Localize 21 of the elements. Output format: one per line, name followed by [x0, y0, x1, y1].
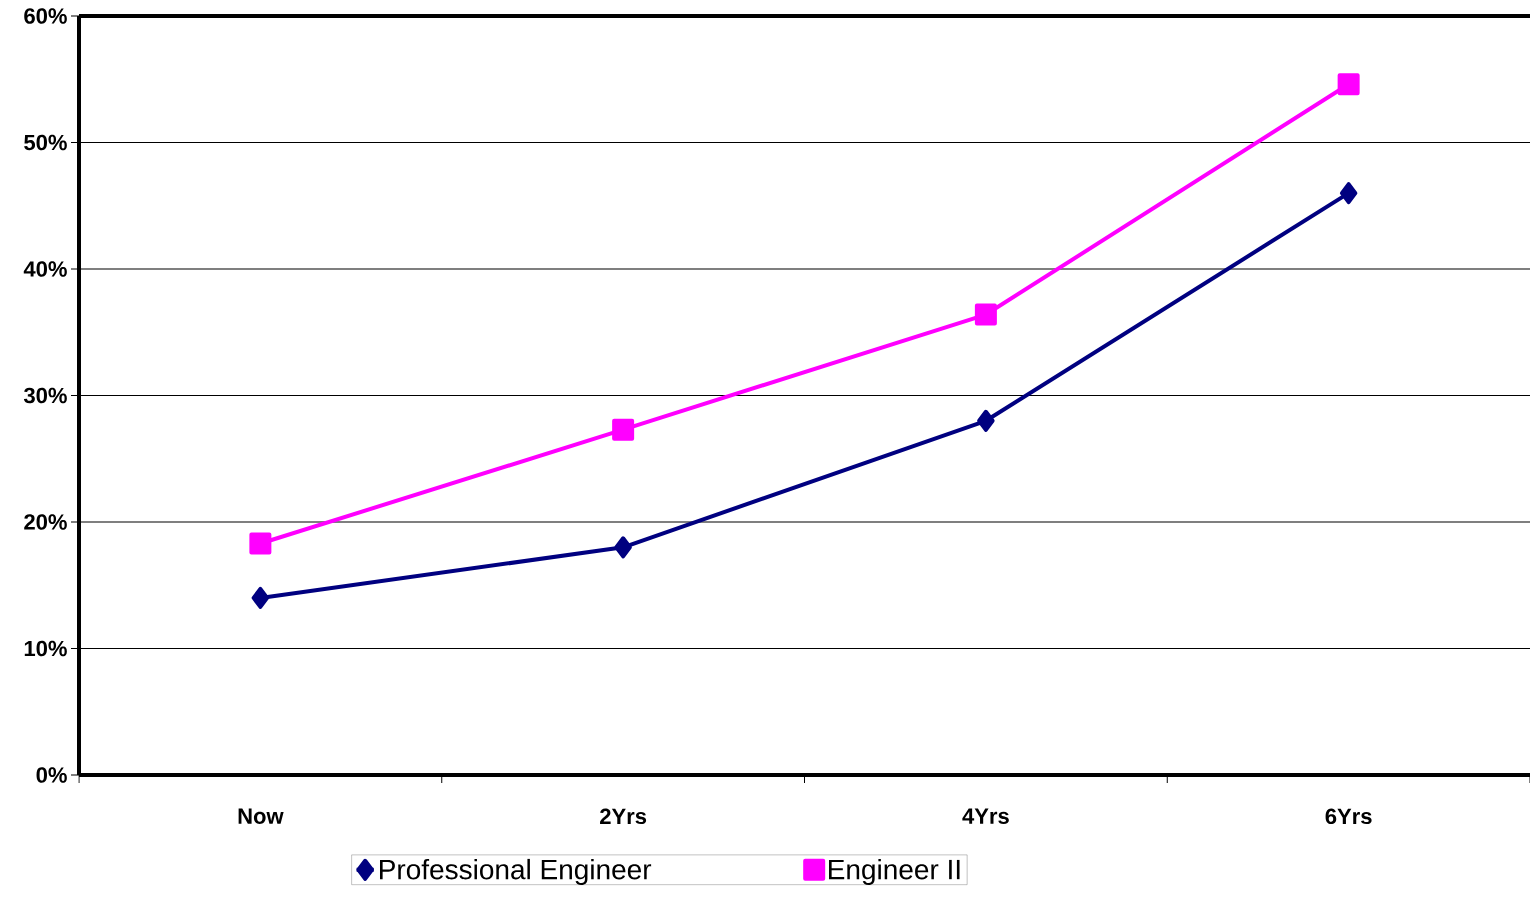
point [974, 303, 997, 326]
point [977, 409, 995, 432]
legend-label: Professional Engineer [380, 858, 652, 885]
y-tick-label: 60% [24, 8, 67, 24]
x-tick-label: 4Yrs [962, 808, 1009, 824]
point [249, 532, 272, 555]
point [251, 586, 270, 609]
y-tick-label: 10% [24, 640, 67, 657]
y-tick-label: 0% [36, 767, 67, 783]
point [612, 418, 635, 441]
x-tick-label: 2Yrs [600, 808, 647, 825]
point [1339, 182, 1358, 205]
point [1337, 73, 1360, 96]
legend-label: Engineer II [829, 858, 960, 885]
x-tick-label: Now [238, 808, 284, 824]
point [614, 536, 632, 559]
x-tick-label: 6Yrs [1325, 808, 1372, 825]
y-tick-label: 40% [23, 261, 67, 277]
y-tick-label: 20% [24, 514, 67, 530]
y-tick-label: 30% [23, 387, 67, 404]
y-tick-label: 50% [24, 134, 67, 151]
